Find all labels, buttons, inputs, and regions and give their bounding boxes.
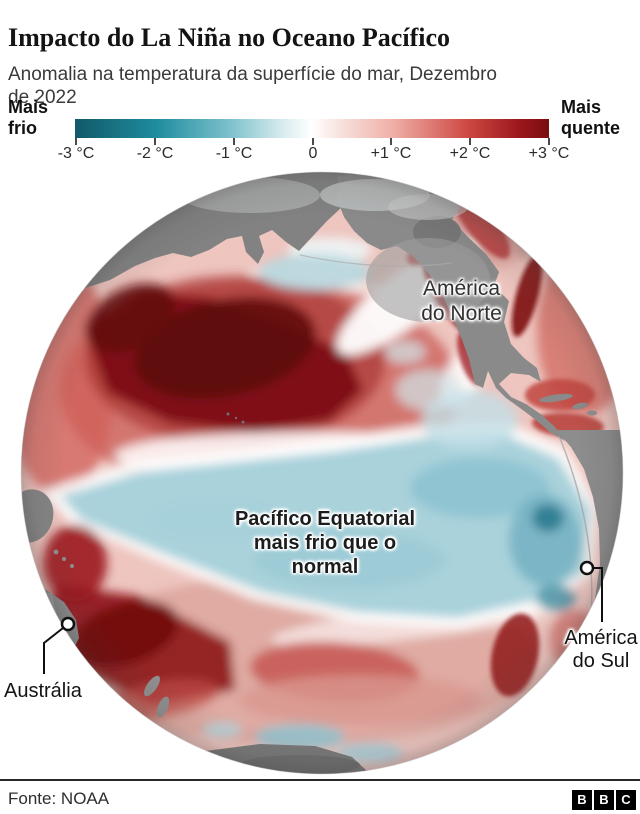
australia-callout bbox=[43, 616, 76, 674]
legend-tick bbox=[75, 138, 77, 145]
legend-tick-label: 0 bbox=[308, 145, 318, 162]
legend-warm-label: Mais quente bbox=[561, 97, 620, 139]
label-south-america-line1: América bbox=[564, 627, 638, 649]
legend-gradient-bar bbox=[75, 119, 549, 138]
bbc-logo-block-2: B bbox=[594, 790, 614, 810]
label-south-america-line2: do Sul bbox=[572, 650, 630, 672]
label-north-america-line2: do Norte bbox=[421, 302, 502, 325]
legend-tick-label: -2 °C bbox=[136, 145, 174, 162]
australia-marker-dot bbox=[60, 616, 76, 632]
legend-warm-line1: Mais bbox=[561, 97, 602, 117]
globe-outline bbox=[20, 171, 624, 775]
label-south-america: América do Sul bbox=[546, 627, 640, 673]
legend-tick bbox=[390, 138, 392, 145]
legend-cold-label: Mais frio bbox=[8, 97, 48, 139]
legend-tick bbox=[233, 138, 235, 145]
legend-tick-label: +2 °C bbox=[449, 145, 491, 162]
page-title: Impacto do La Niña no Oceano Pacífico bbox=[8, 23, 450, 53]
page-subtitle: Anomalia na temperatura da superfície do… bbox=[8, 64, 497, 108]
legend-tick bbox=[154, 138, 156, 145]
label-australia: Austrália bbox=[4, 680, 82, 702]
legend-tick-label: +3 °C bbox=[528, 145, 570, 162]
legend-warm-line2: quente bbox=[561, 118, 621, 138]
label-north-america: América do Norte bbox=[399, 276, 524, 326]
bbc-logo-block-3: C bbox=[616, 790, 636, 810]
bbc-logo: B B C bbox=[572, 790, 636, 810]
legend-tick-label: -1 °C bbox=[215, 145, 253, 162]
legend-cold-line1: Mais bbox=[8, 97, 49, 117]
legend-cold-line2: frio bbox=[8, 118, 37, 138]
globe-limb-shading bbox=[21, 172, 623, 774]
bbc-logo-block-1: B bbox=[572, 790, 592, 810]
legend-tick-label: +1 °C bbox=[370, 145, 412, 162]
label-equatorial-line1: Pacífico Equatorial bbox=[234, 508, 416, 530]
label-equatorial-line3: normal bbox=[291, 556, 359, 578]
label-equatorial-pacific: Pacífico Equatorial mais frio que o norm… bbox=[205, 507, 445, 579]
legend-tick bbox=[469, 138, 471, 145]
label-equatorial-line2: mais frio que o bbox=[253, 532, 397, 554]
footer-divider bbox=[0, 779, 640, 781]
legend-tick-label: -3 °C bbox=[57, 145, 95, 162]
source-credit: Fonte: NOAA bbox=[8, 789, 110, 808]
legend-tick bbox=[548, 138, 550, 145]
label-north-america-line1: América bbox=[422, 277, 501, 300]
south-america-callout bbox=[579, 560, 603, 622]
south-america-marker-dot bbox=[579, 560, 595, 576]
legend-tick bbox=[312, 138, 314, 145]
